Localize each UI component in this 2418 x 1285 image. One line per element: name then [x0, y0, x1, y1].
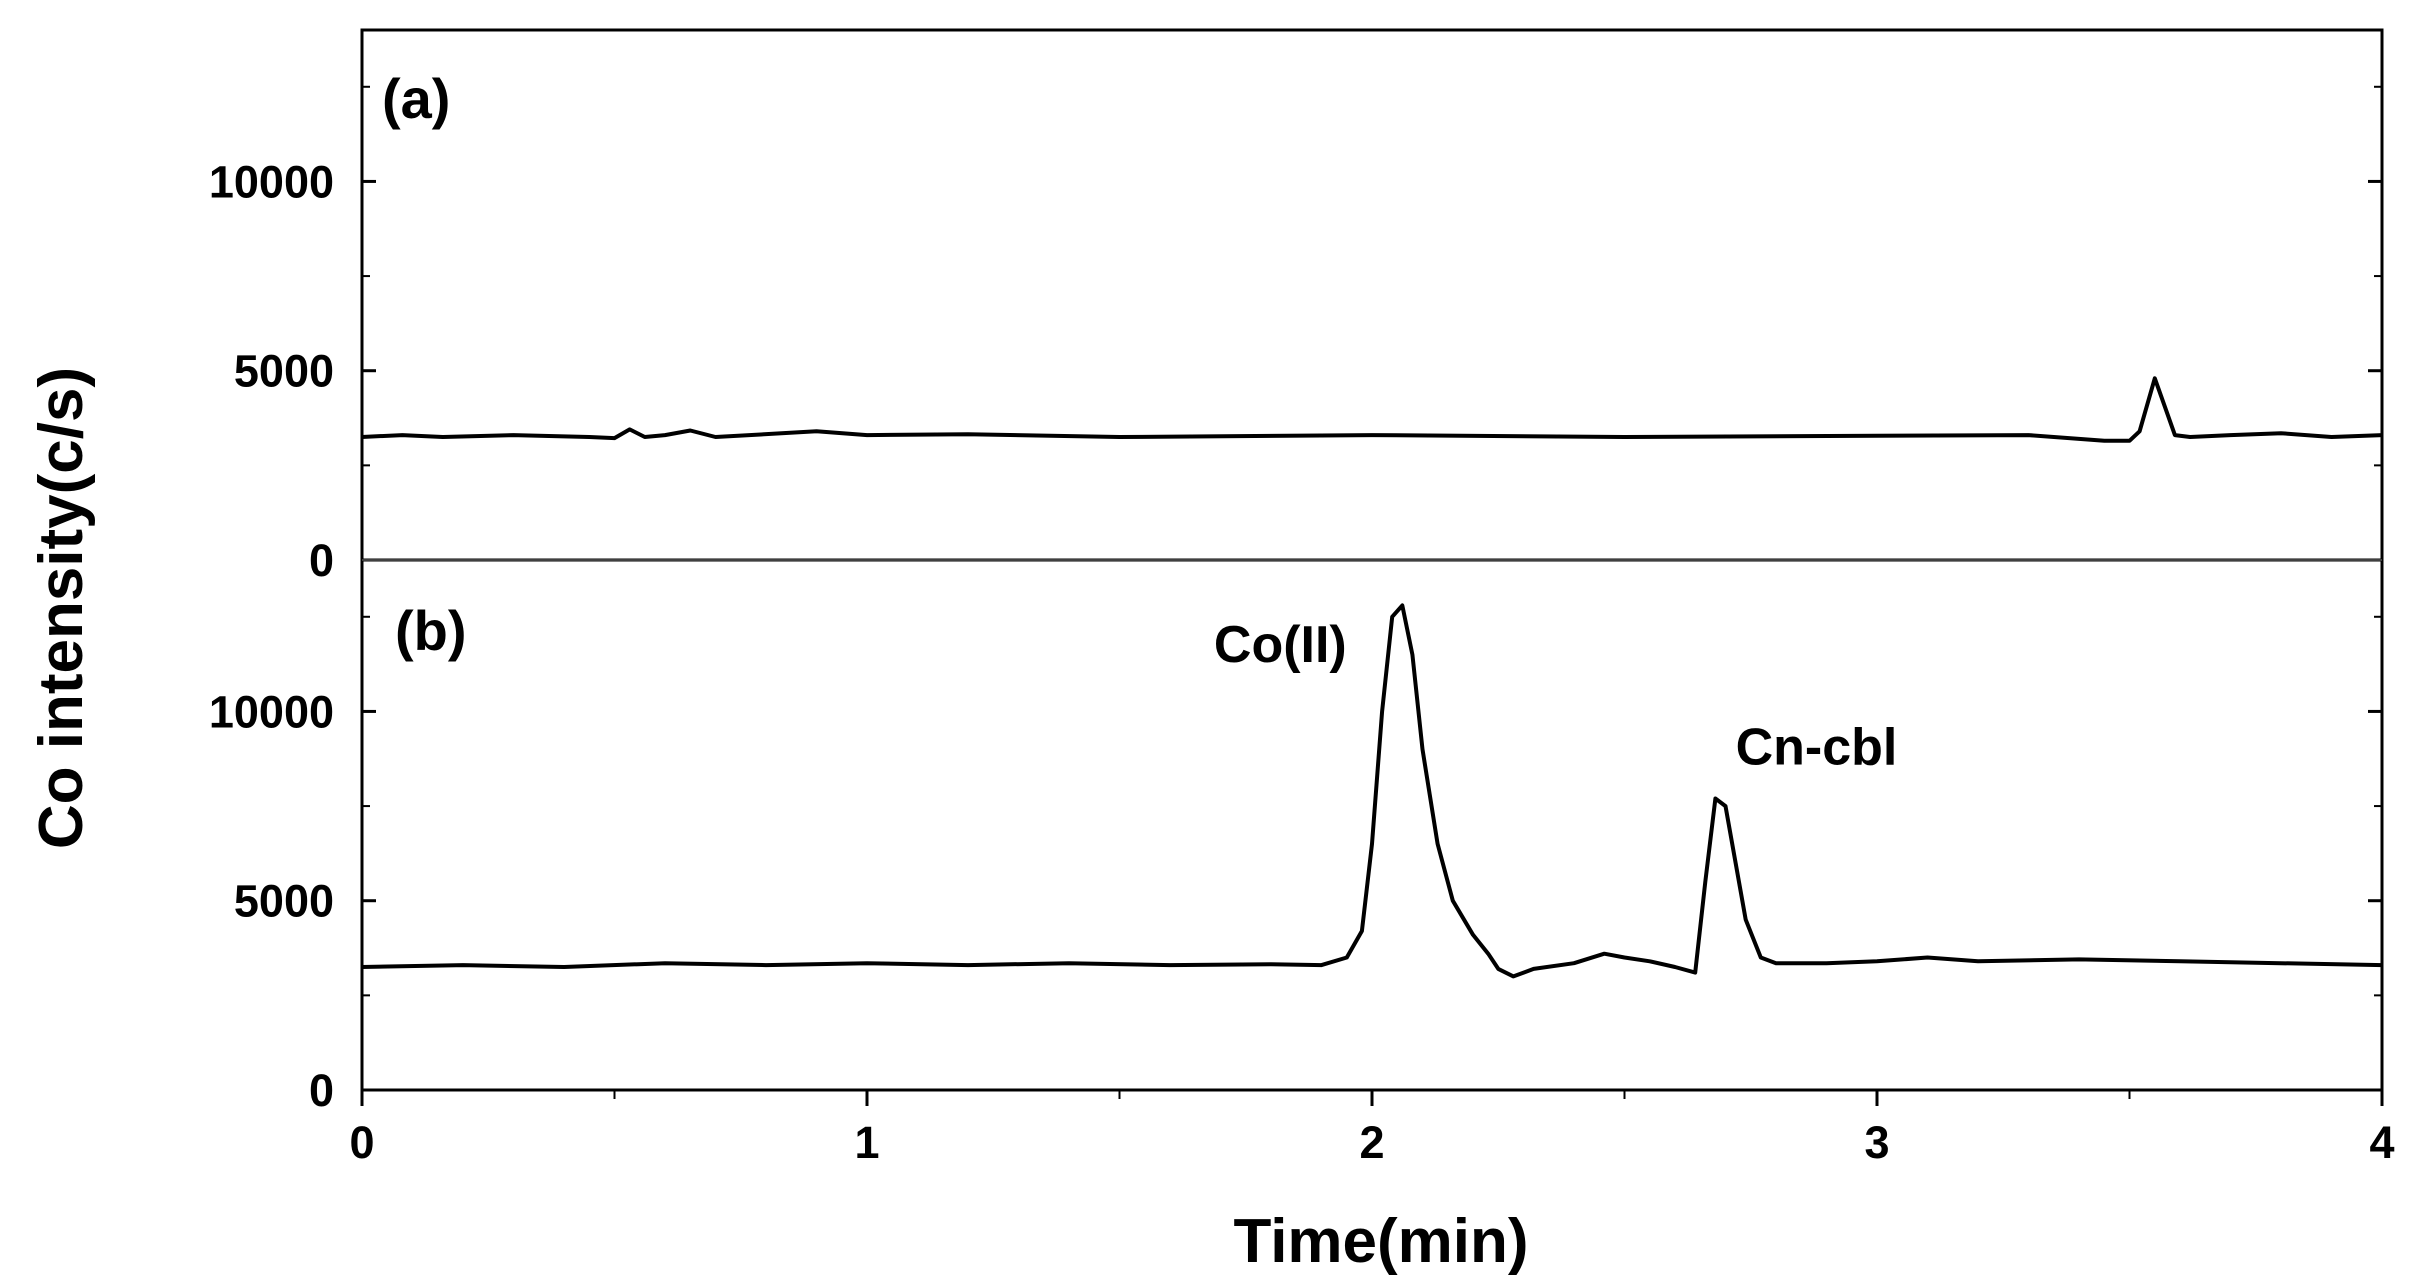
- chromatogram-line: [361, 603, 2383, 979]
- x-tick-label: 4: [2369, 1117, 2394, 1168]
- x-axis: 0 1 2 3 4: [349, 1090, 2395, 1168]
- peak-annotation: Cn-cbl: [1736, 718, 1898, 776]
- x-tick-label: 2: [1359, 1117, 1384, 1168]
- y-tick-label: 5000: [234, 346, 334, 397]
- chromatogram-line: [361, 376, 2383, 443]
- panel-label: (a): [382, 67, 450, 130]
- y-tick-label: 0: [309, 1065, 334, 1116]
- panel-a-frame: [360, 28, 2384, 562]
- y-tick-label: 5000: [234, 876, 334, 927]
- y-tick-label: 10000: [209, 686, 334, 737]
- peak-annotation: Co(II): [1214, 616, 1347, 674]
- y-tick-label: 0: [309, 535, 334, 586]
- x-tick-label: 0: [349, 1117, 374, 1168]
- y-axis-title: Co intensity(c/s): [27, 367, 96, 849]
- panel-label: (b): [395, 599, 467, 662]
- panel-b: 0 5000 10000 (b) Co(II) Cn-cbl: [209, 559, 2384, 1116]
- x-tick-label: 1: [854, 1117, 879, 1168]
- panel-a: 0 5000 10000 (a): [209, 28, 2384, 586]
- x-tick-label: 3: [1864, 1117, 1889, 1168]
- x-axis-title: Time(min): [1233, 1207, 1528, 1276]
- y-tick-label: 10000: [209, 156, 334, 207]
